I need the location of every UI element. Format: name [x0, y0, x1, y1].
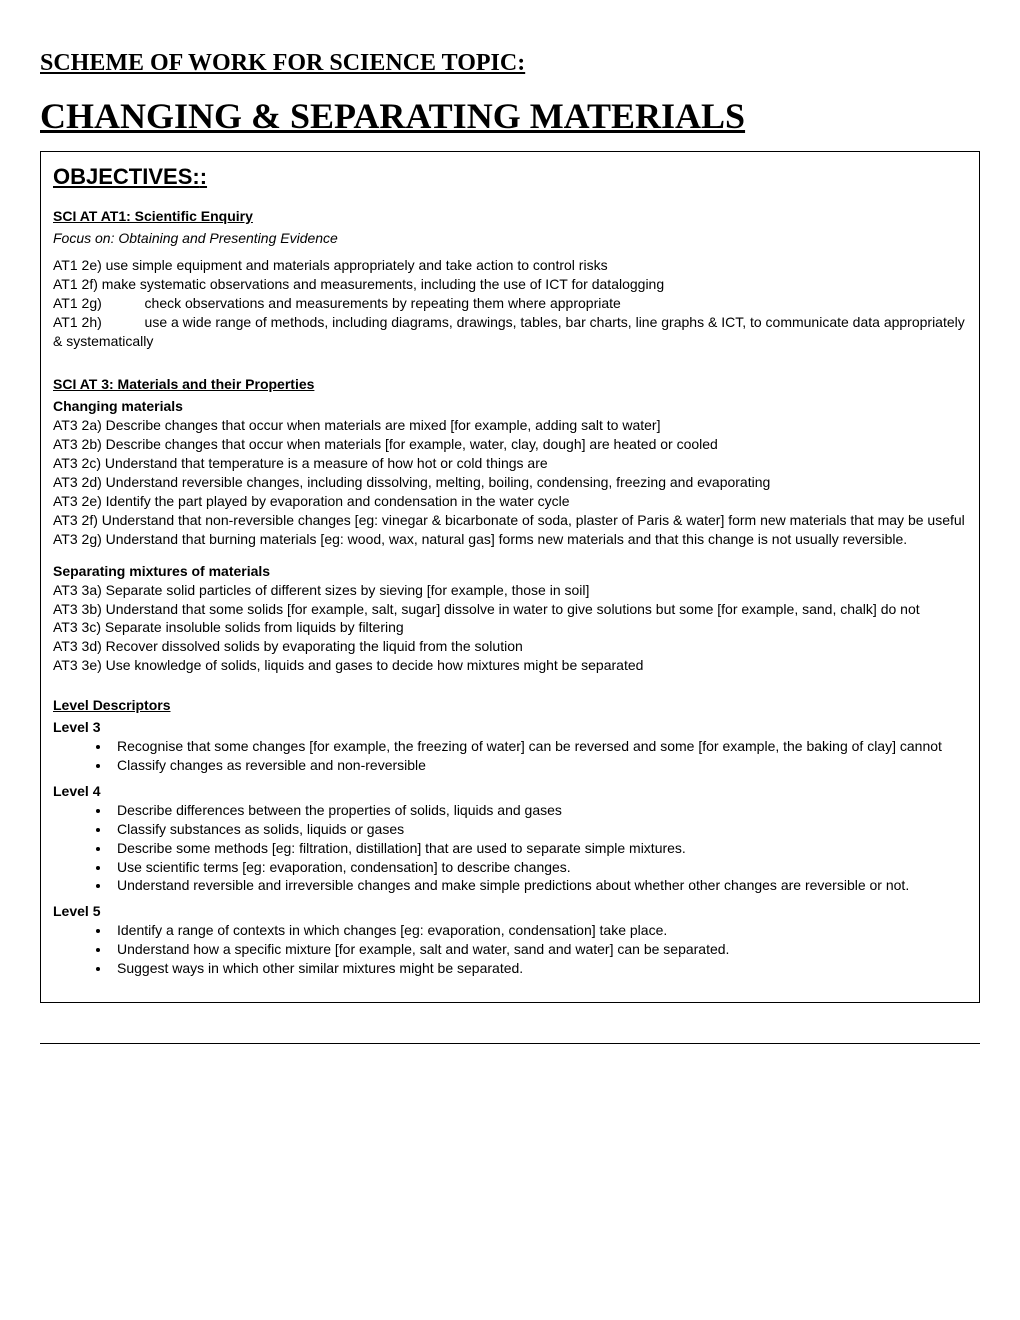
footer-rule [40, 1043, 980, 1044]
changing-title: Changing materials [53, 398, 967, 414]
list-item: Recognise that some changes [for example… [111, 737, 967, 756]
level5-list: Identify a range of contexts in which ch… [111, 921, 967, 978]
objectives-box: OBJECTIVES:: SCI AT AT1: Scientific Enqu… [40, 151, 980, 1003]
list-item: Use scientific terms [eg: evaporation, c… [111, 858, 967, 877]
list-item: Suggest ways in which other similar mixt… [111, 959, 967, 978]
objectives-title: OBJECTIVES:: [53, 164, 967, 190]
list-item: Identify a range of contexts in which ch… [111, 921, 967, 940]
sci-at1-items: AT1 2e) use simple equipment and materia… [53, 256, 967, 350]
list-item: Understand reversible and irreversible c… [111, 876, 967, 895]
level3-list: Recognise that some changes [for example… [111, 737, 967, 775]
list-item: Classify substances as solids, liquids o… [111, 820, 967, 839]
page-heading-2: CHANGING & SEPARATING MATERIALS [40, 95, 980, 137]
changing-items: AT3 2a) Describe changes that occur when… [53, 416, 967, 548]
level3-title: Level 3 [53, 719, 967, 735]
level4-list: Describe differences between the propert… [111, 801, 967, 895]
list-item: Understand how a specific mixture [for e… [111, 940, 967, 959]
list-item: Describe differences between the propert… [111, 801, 967, 820]
level4-title: Level 4 [53, 783, 967, 799]
objectives-colon: : [200, 164, 207, 189]
list-item: Classify changes as reversible and non-r… [111, 756, 967, 775]
page-heading-1: SCHEME OF WORK FOR SCIENCE TOPIC: [40, 50, 980, 77]
separating-title: Separating mixtures of materials [53, 563, 967, 579]
list-item: Describe some methods [eg: filtration, d… [111, 839, 967, 858]
levels-title: Level Descriptors [53, 697, 967, 713]
sci-at1-title: SCI AT AT1: Scientific Enquiry [53, 208, 967, 224]
sci-at3-title: SCI AT 3: Materials and their Properties [53, 376, 967, 392]
level5-title: Level 5 [53, 903, 967, 919]
objectives-title-text: OBJECTIVES: [53, 164, 200, 189]
separating-items: AT3 3a) Separate solid particles of diff… [53, 581, 967, 675]
sci-at1-focus: Focus on: Obtaining and Presenting Evide… [53, 230, 967, 246]
